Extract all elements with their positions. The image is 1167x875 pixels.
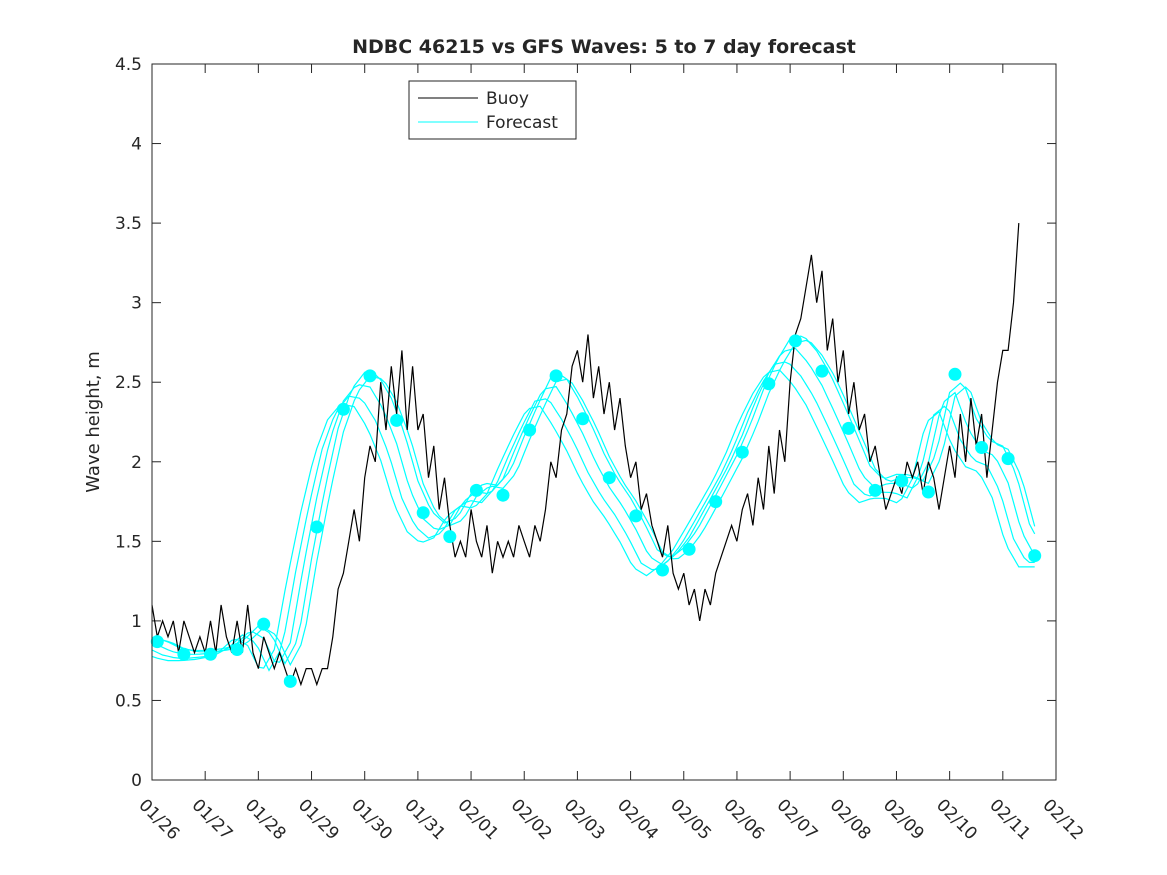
forecast-point [602,471,616,485]
forecast-point [336,402,350,416]
forecast-point [443,530,457,544]
forecast-point [204,647,217,661]
y-tick-label: 4.5 [115,55,142,75]
forecast-point [709,495,723,509]
forecast-point [496,488,510,502]
forecast-point [363,369,377,383]
forecast-point [735,445,749,459]
forecast-point [523,423,537,437]
forecast-point [815,364,829,378]
forecast-point [416,506,430,520]
y-tick-label: 0 [131,771,142,791]
y-tick-label: 2 [131,453,142,473]
forecast-point [948,367,962,381]
y-tick-label: 2.5 [115,373,142,393]
forecast-point [150,635,164,649]
buoy-series [151,223,1020,687]
forecast-point [975,441,989,454]
forecast-point [177,647,191,661]
forecast-line [151,369,1035,669]
forecast-line [151,347,1036,663]
forecast-point [656,563,669,577]
forecast-point [682,542,696,556]
forecast-point [576,412,590,426]
forecast-point [1028,549,1042,563]
forecast-point [895,474,909,488]
legend-forecast-label: Forecast [486,113,558,133]
y-tick-label: 1.5 [115,532,142,552]
forecast-point [310,520,324,534]
forecast-point [1001,452,1015,466]
forecast-point [921,485,935,499]
y-tick-label: 1 [131,612,142,632]
forecast-point [549,369,563,383]
forecast-point [868,483,882,497]
plot-frame [151,63,1057,781]
forecast-line [152,339,1036,667]
forecast-line [151,335,1036,665]
forecast-point [283,674,297,688]
legend-buoy-label: Buoy [486,89,529,109]
legend-box [408,80,577,140]
legend: Buoy Forecast [408,80,577,140]
forecast-point [469,483,483,497]
forecast-point [762,377,776,391]
forecast-point [257,617,271,631]
forecast-points [150,334,1042,688]
y-tick-label: 0.5 [115,691,142,711]
forecast-point [788,334,802,348]
y-axis-label: Wave height, m [83,351,104,492]
y-tick-label: 4 [131,135,142,155]
chart-title: NDBC 46215 vs GFS Waves: 5 to 7 day fore… [352,36,856,58]
y-tick-label: 3.5 [115,214,142,234]
forecast-point [629,509,643,523]
forecast-point [390,413,404,427]
forecast-point [230,643,244,656]
forecast-line [151,361,1035,672]
forecast-series [151,335,1036,672]
buoy-line [151,223,1020,687]
forecast-point [842,421,856,435]
y-tick-label: 3 [131,294,142,314]
y-tick-labels: 0 0.5 1 1.5 2 2.5 3 3.5 4 4.5 [115,55,142,791]
